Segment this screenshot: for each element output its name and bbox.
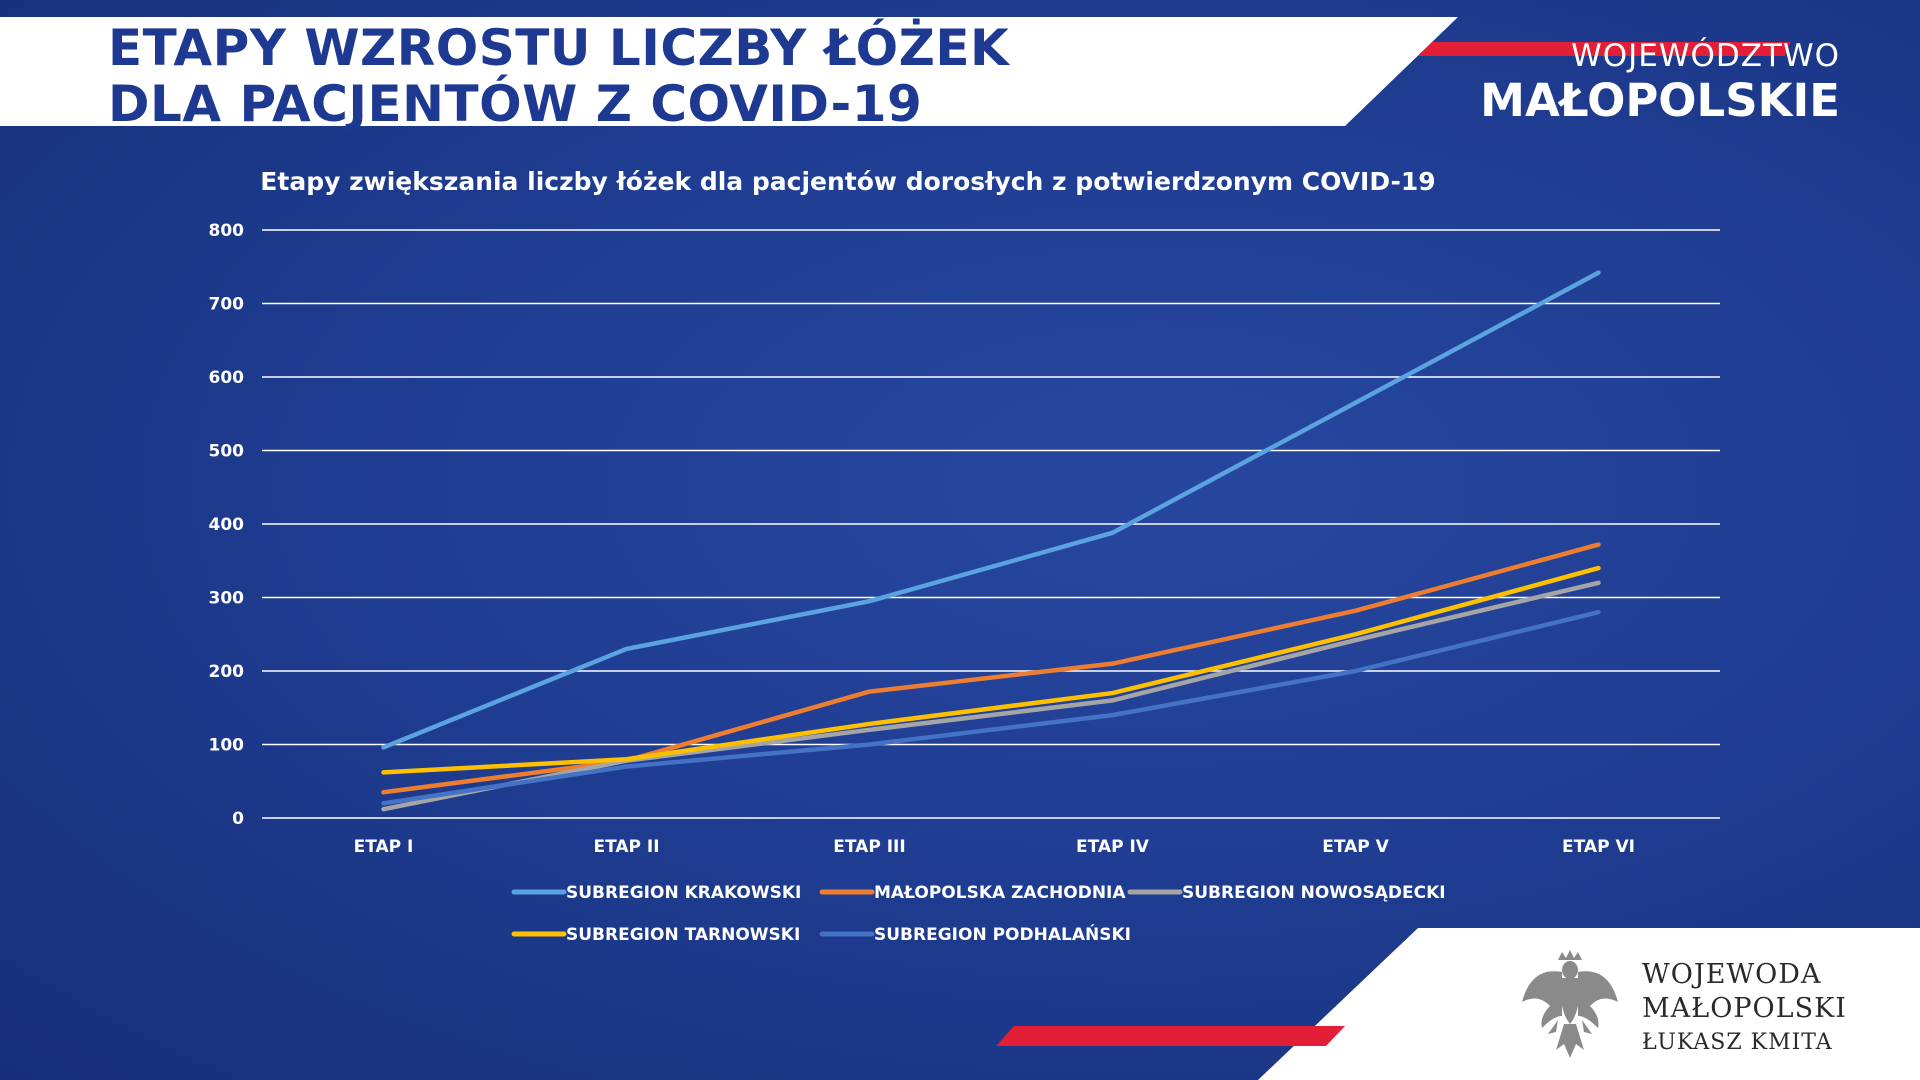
chart-series (381, 270, 1601, 812)
legend-label: SUBREGION PODHALAŃSKI (874, 923, 1131, 945)
legend-label: MAŁOPOLSKA ZACHODNIA (874, 883, 1126, 903)
y-tick-label: 600 (209, 368, 245, 388)
series-line-2 (381, 580, 1601, 812)
page-title-line-1: ETAPY WZROSTU LICZBY ŁÓŻEK (108, 19, 1010, 77)
series-line-0 (381, 270, 1601, 750)
x-tick-label: ETAP III (833, 837, 905, 857)
footer-line-2: MAŁOPOLSKI (1642, 993, 1847, 1024)
brand-line-1: WOJEWÓDZTWO (1571, 38, 1840, 74)
x-axis: ETAP I ETAP II ETAP III ETAP IV ETAP V ETAP V… (354, 837, 1635, 857)
footer-line-3: ŁUKASZ KMITA (1642, 1030, 1833, 1055)
x-tick-label: ETAP I (354, 837, 414, 857)
page-title: ETAPY WZROSTU LICZBY ŁÓŻEK DLA PACJENTÓW… (108, 20, 1009, 132)
y-tick-label: 100 (209, 736, 245, 756)
chart-grid (262, 229, 1720, 819)
page-title-line-2: DLA PACJENTÓW Z COVID-19 (108, 75, 923, 133)
y-tick-label: 500 (209, 442, 245, 462)
chart-title: Etapy zwiększania liczby łóżek dla pacje… (260, 167, 1435, 196)
y-tick-label: 800 (209, 221, 245, 241)
top-red-accent (1418, 42, 1790, 56)
y-tick-label: 300 (209, 589, 245, 609)
header-band (0, 17, 1458, 126)
bottom-red-accent (996, 1026, 1345, 1046)
brand-logo: WOJEWÓDZTWO MAŁOPOLSKIE (1480, 38, 1840, 128)
chart-legend: SUBREGION KRAKOWSKI MAŁOPOLSKA ZACHODNIA S… (511, 883, 1446, 945)
footer-line-1: WOJEWODA (1642, 959, 1822, 990)
white-eagle-emblem-icon (1522, 950, 1618, 1058)
y-axis: 0 100 200 300 400 500 600 700 800 (209, 221, 245, 829)
x-tick-label: ETAP VI (1562, 837, 1635, 857)
y-tick-label: 400 (209, 515, 245, 535)
footer-signature: WOJEWODA MAŁOPOLSKI ŁUKASZ KMITA (1642, 958, 1847, 1060)
x-tick-label: ETAP II (593, 837, 659, 857)
legend-label: SUBREGION NOWOSĄDECKI (1182, 883, 1446, 903)
brand-line-2: MAŁOPOLSKIE (1480, 74, 1840, 127)
series-line-4 (381, 609, 1601, 806)
series-line-3 (381, 565, 1601, 775)
x-tick-label: ETAP V (1322, 837, 1389, 857)
y-tick-label: 700 (209, 295, 245, 315)
legend-label: SUBREGION KRAKOWSKI (566, 883, 801, 903)
y-tick-label: 0 (232, 809, 244, 829)
series-line-1 (381, 542, 1601, 795)
x-tick-label: ETAP IV (1076, 837, 1150, 857)
legend-label: SUBREGION TARNOWSKI (566, 925, 800, 945)
y-tick-label: 200 (209, 662, 245, 682)
